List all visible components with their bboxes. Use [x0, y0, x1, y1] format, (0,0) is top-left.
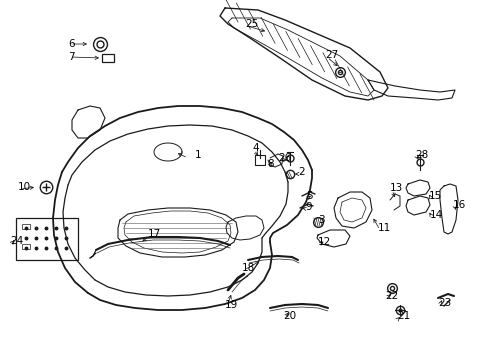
Text: 16: 16 [453, 200, 466, 210]
Text: 5: 5 [306, 191, 313, 201]
Bar [102, 54, 114, 62]
Text: 22: 22 [385, 291, 398, 301]
Bar [22, 224, 30, 229]
Text: 21: 21 [397, 311, 410, 321]
Text: 17: 17 [148, 229, 161, 239]
Text: 7: 7 [68, 52, 74, 62]
Text: 14: 14 [430, 210, 443, 220]
Text: 20: 20 [283, 311, 296, 321]
Text: 25: 25 [245, 19, 258, 29]
Text: 15: 15 [429, 191, 442, 201]
Text: 26: 26 [278, 153, 291, 163]
Text: 28: 28 [415, 150, 428, 160]
Text: 8: 8 [267, 159, 273, 169]
Text: 4: 4 [252, 143, 259, 153]
Text: 1: 1 [195, 150, 201, 160]
Text: 24: 24 [10, 236, 23, 246]
Text: 23: 23 [438, 298, 451, 308]
Text: 19: 19 [225, 300, 238, 310]
Text: 13: 13 [390, 183, 403, 193]
Text: 10: 10 [18, 182, 31, 192]
Text: 6: 6 [68, 39, 74, 49]
Text: 11: 11 [378, 223, 391, 233]
Bar [16, 218, 78, 260]
Text: 18: 18 [242, 263, 255, 273]
Text: 9: 9 [305, 202, 312, 212]
Text: 27: 27 [325, 50, 338, 60]
Text: 12: 12 [318, 237, 331, 247]
Bar [22, 244, 30, 249]
Text: 2: 2 [298, 167, 305, 177]
Text: 3: 3 [318, 215, 325, 225]
Bar [255, 155, 265, 165]
